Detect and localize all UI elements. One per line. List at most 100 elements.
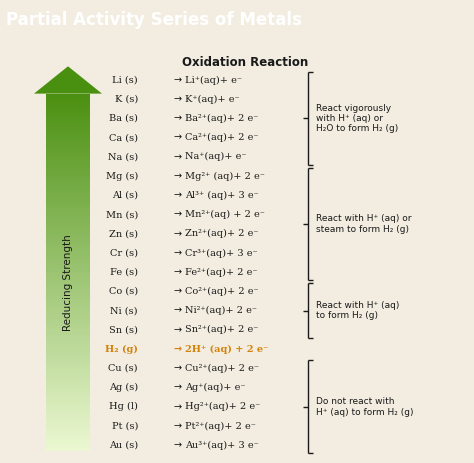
Text: Fe (s): Fe (s): [110, 268, 138, 277]
Bar: [46, 341, 90, 344]
Text: Cu²⁺(aq)+ 2 e⁻: Cu²⁺(aq)+ 2 e⁻: [185, 364, 259, 373]
Bar: [46, 126, 90, 129]
Text: →: →: [174, 229, 182, 239]
Bar: [46, 135, 90, 138]
Text: Ca²⁺(aq)+ 2 e⁻: Ca²⁺(aq)+ 2 e⁻: [185, 133, 258, 142]
Bar: [46, 382, 90, 385]
Bar: [46, 138, 90, 141]
Bar: [46, 442, 90, 445]
Bar: [46, 263, 90, 266]
Bar: [46, 222, 90, 225]
Text: Oxidation Reaction: Oxidation Reaction: [182, 56, 308, 69]
Text: Zn (s): Zn (s): [109, 229, 138, 238]
Text: Ni²⁺(aq)+ 2 e⁻: Ni²⁺(aq)+ 2 e⁻: [185, 306, 257, 315]
Bar: [46, 245, 90, 249]
Text: React with H⁺ (aq) or
steam to form H₂ (g): React with H⁺ (aq) or steam to form H₂ (…: [316, 214, 411, 234]
Bar: [46, 293, 90, 296]
Bar: [46, 394, 90, 397]
Bar: [46, 287, 90, 290]
Bar: [46, 338, 90, 341]
Bar: [46, 204, 90, 207]
Bar: [46, 103, 90, 106]
Bar: [46, 231, 90, 233]
Text: Pt²⁺(aq)+ 2 e⁻: Pt²⁺(aq)+ 2 e⁻: [185, 421, 256, 431]
Bar: [46, 364, 90, 368]
Bar: [46, 397, 90, 400]
Bar: [46, 177, 90, 180]
Bar: [46, 114, 90, 118]
Bar: [46, 368, 90, 370]
Bar: [46, 299, 90, 302]
Text: →: →: [174, 440, 182, 450]
Bar: [46, 174, 90, 177]
Bar: [46, 237, 90, 239]
Text: Na⁺(aq)+ e⁻: Na⁺(aq)+ e⁻: [185, 152, 246, 162]
Bar: [46, 207, 90, 210]
Bar: [46, 308, 90, 311]
Text: Mn²⁺(aq) + 2 e⁻: Mn²⁺(aq) + 2 e⁻: [185, 210, 265, 219]
Bar: [46, 251, 90, 254]
Bar: [46, 156, 90, 159]
Bar: [46, 436, 90, 439]
Bar: [46, 112, 90, 114]
Text: Na (s): Na (s): [108, 152, 138, 162]
Bar: [46, 391, 90, 394]
Bar: [46, 388, 90, 391]
Bar: [46, 362, 90, 364]
Bar: [46, 243, 90, 245]
Bar: [46, 370, 90, 374]
Polygon shape: [34, 66, 102, 94]
Bar: [46, 141, 90, 144]
Text: Ba²⁺(aq)+ 2 e⁻: Ba²⁺(aq)+ 2 e⁻: [185, 114, 258, 123]
Bar: [46, 260, 90, 263]
Bar: [46, 225, 90, 228]
Bar: [46, 162, 90, 165]
Bar: [46, 439, 90, 442]
Bar: [46, 129, 90, 132]
Text: Mg²⁺ (aq)+ 2 e⁻: Mg²⁺ (aq)+ 2 e⁻: [185, 171, 265, 181]
Text: →: →: [174, 75, 182, 85]
Bar: [46, 403, 90, 406]
Bar: [46, 421, 90, 424]
Text: Hg (l): Hg (l): [109, 402, 138, 412]
Text: React vigorously
with H⁺ (aq) or
H₂O to form H₂ (g): React vigorously with H⁺ (aq) or H₂O to …: [316, 104, 398, 133]
Text: Do not react with
H⁺ (aq) to form H₂ (g): Do not react with H⁺ (aq) to form H₂ (g): [316, 397, 413, 417]
Bar: [46, 108, 90, 112]
Bar: [46, 180, 90, 183]
Bar: [46, 192, 90, 195]
Bar: [46, 311, 90, 314]
Bar: [46, 424, 90, 427]
Bar: [46, 326, 90, 329]
Bar: [46, 400, 90, 403]
Bar: [46, 153, 90, 156]
Bar: [46, 257, 90, 260]
Text: Mg (s): Mg (s): [106, 171, 138, 181]
Text: →: →: [174, 287, 182, 296]
Bar: [46, 385, 90, 388]
Bar: [46, 418, 90, 421]
Text: →: →: [174, 190, 182, 200]
Bar: [46, 198, 90, 201]
Bar: [46, 412, 90, 415]
Bar: [46, 415, 90, 418]
Bar: [46, 132, 90, 135]
Text: K (s): K (s): [115, 95, 138, 104]
Bar: [46, 329, 90, 332]
Text: Pt (s): Pt (s): [111, 422, 138, 431]
Text: →: →: [174, 152, 182, 162]
Bar: [46, 233, 90, 237]
Bar: [46, 353, 90, 356]
Text: Sn²⁺(aq)+ 2 e⁻: Sn²⁺(aq)+ 2 e⁻: [185, 325, 258, 334]
Bar: [46, 124, 90, 126]
Text: →: →: [174, 344, 182, 354]
Bar: [46, 213, 90, 216]
Bar: [46, 201, 90, 204]
Bar: [46, 317, 90, 320]
Bar: [46, 266, 90, 269]
Text: →: →: [174, 210, 182, 219]
Bar: [46, 290, 90, 293]
Text: Li (s): Li (s): [112, 75, 138, 84]
Text: Au (s): Au (s): [109, 441, 138, 450]
Bar: [46, 195, 90, 198]
Bar: [46, 406, 90, 409]
